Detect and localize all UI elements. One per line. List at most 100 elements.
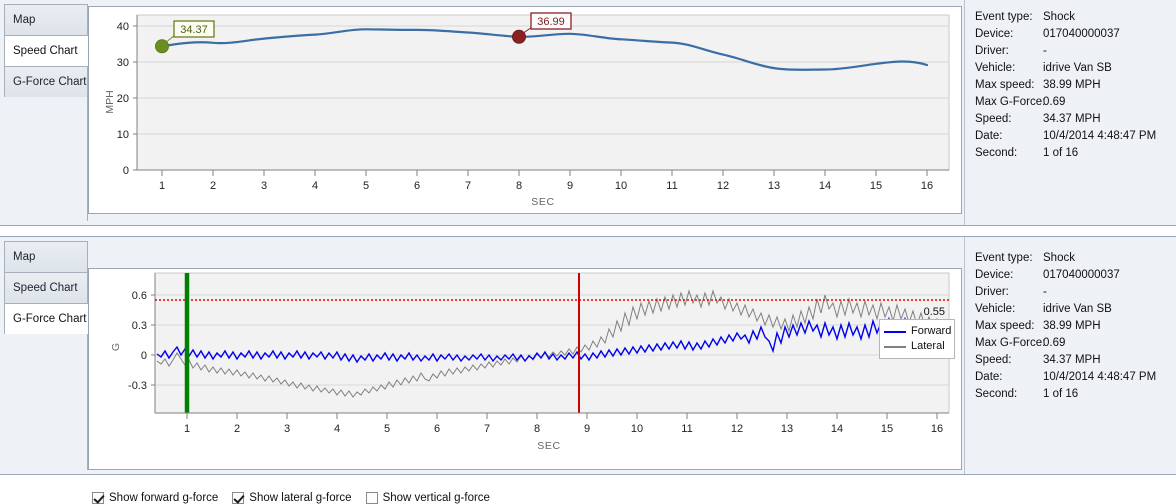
checkbox-icon[interactable] (92, 492, 104, 504)
info-label: Driver: (975, 286, 1009, 298)
svg-text:34.37: 34.37 (180, 24, 208, 36)
info-row: Device: 017040000037 (975, 267, 1176, 284)
svg-text:16: 16 (921, 180, 933, 192)
tab-rail-filler (4, 334, 88, 470)
checkbox-icon[interactable] (232, 492, 245, 504)
svg-text:7: 7 (484, 423, 490, 435)
sidebar-item-gforce-chart-top[interactable]: G-Force Chart (4, 66, 88, 97)
sidebar-item-speed-chart-bottom[interactable]: Speed Chart (4, 272, 88, 303)
info-label: Max speed: (975, 79, 1035, 91)
checkbox-show-vertical-gforce[interactable]: Show vertical g-force (365, 492, 490, 504)
info-row: Driver: - (975, 284, 1176, 301)
info-value: Shock (1043, 11, 1075, 23)
info-value: 0.69 (1043, 96, 1066, 108)
info-label: Date: (975, 130, 1003, 142)
checkbox-show-forward-gforce[interactable]: Show forward g-force (92, 492, 218, 504)
info-value: idrive Van SB (1043, 62, 1112, 74)
svg-text:14: 14 (819, 180, 831, 192)
info-label: Device: (975, 269, 1014, 281)
info-row: Vehicle: idrive Van SB (975, 301, 1176, 318)
info-value: 38.99 MPH (1043, 320, 1101, 332)
svg-text:3: 3 (284, 423, 290, 435)
svg-text:8: 8 (534, 423, 540, 435)
svg-text:5: 5 (363, 180, 369, 192)
svg-text:20: 20 (117, 93, 129, 105)
svg-text:10: 10 (631, 423, 643, 435)
info-row: Max G-Force: 0.69 (975, 94, 1176, 111)
svg-text:15: 15 (881, 423, 893, 435)
info-row: Event type: Shock (975, 250, 1176, 267)
y-axis-label: G (110, 343, 122, 351)
svg-text:10: 10 (615, 180, 627, 192)
svg-text:11: 11 (666, 180, 677, 192)
speed-chart-frame: 0 10 20 30 40 MPH (88, 6, 962, 214)
sidebar-item-map-top[interactable]: Map (4, 4, 88, 35)
tab-rail-top: Map Speed Chart G-Force Chart (4, 4, 93, 221)
svg-text:3: 3 (261, 180, 267, 192)
info-row: Second: 1 of 16 (975, 145, 1176, 162)
legend-item-lateral: Lateral (884, 339, 948, 354)
tab-label: G-Force Chart (13, 313, 87, 325)
checkbox-label: Show vertical g-force (382, 492, 490, 504)
info-row: Vehicle: idrive Van SB (975, 60, 1176, 77)
svg-text:1: 1 (159, 180, 165, 192)
svg-text:40: 40 (117, 21, 129, 33)
info-row: Driver: - (975, 43, 1176, 60)
svg-text:13: 13 (781, 423, 793, 435)
svg-text:8: 8 (516, 180, 522, 192)
sidebar-item-map-bottom[interactable]: Map (4, 241, 88, 272)
svg-text:0: 0 (141, 350, 147, 362)
info-label: Max speed: (975, 320, 1035, 332)
svg-text:11: 11 (681, 423, 692, 435)
legend-swatch-lateral (884, 345, 906, 348)
gforce-chart-plot[interactable]: 0.6 0.3 0 -0.3 G 0.55 (89, 269, 959, 467)
speed-chart-panel: Map Speed Chart G-Force Chart (0, 0, 1176, 226)
event-info-panel-bottom: Event type: Shock Device: 017040000037 Dri… (964, 237, 1176, 474)
info-value: 34.37 MPH (1043, 354, 1101, 366)
info-value: idrive Van SB (1043, 303, 1112, 315)
tab-rail-bottom: Map Speed Chart G-Force Chart (4, 241, 93, 470)
info-label: Event type: (975, 252, 1033, 264)
svg-text:7: 7 (465, 180, 471, 192)
info-label: Second: (975, 147, 1018, 159)
tab-rail-filler (4, 97, 88, 221)
info-row: Date: 10/4/2014 4:48:47 PM (975, 369, 1176, 386)
speed-chart-plot[interactable]: 0 10 20 30 40 MPH (89, 7, 959, 211)
svg-text:15: 15 (870, 180, 882, 192)
gforce-series-toggles: Show forward g-force Show lateral g-forc… (92, 492, 490, 504)
info-value: 10/4/2014 4:48:47 PM (1043, 371, 1157, 383)
speed-line-series (160, 28, 929, 71)
svg-text:0.6: 0.6 (132, 290, 147, 302)
info-rows-bottom: Event type: Shock Device: 017040000037 Dri… (965, 237, 1176, 403)
sidebar-item-speed-chart-top[interactable]: Speed Chart (4, 35, 93, 66)
info-label: Speed: (975, 354, 1012, 366)
svg-text:12: 12 (731, 423, 743, 435)
info-row: Second: 1 of 16 (975, 386, 1176, 403)
event-marker-tooltip: 36.99 (530, 12, 572, 30)
info-label: Max G-Force: (975, 96, 1046, 108)
legend-item-forward: Forward (884, 324, 951, 339)
info-row: Max speed: 38.99 MPH (975, 318, 1176, 335)
svg-text:16: 16 (931, 423, 943, 435)
svg-text:2: 2 (234, 423, 240, 435)
checkbox-label: Show forward g-force (109, 492, 219, 504)
svg-text:10: 10 (117, 129, 129, 141)
info-row: Date: 10/4/2014 4:48:47 PM (975, 128, 1176, 145)
info-value: 1 of 16 (1043, 147, 1079, 159)
info-value: 34.37 MPH (1043, 113, 1101, 125)
tab-label: Speed Chart (13, 45, 78, 57)
info-row: Speed: 34.37 MPH (975, 111, 1176, 128)
info-value: 017040000037 (1043, 269, 1120, 281)
info-row: Max G-Force: 0.69 (975, 335, 1176, 352)
checkbox-icon[interactable] (365, 492, 378, 504)
checkbox-show-lateral-gforce[interactable]: Show lateral g-force (232, 492, 352, 504)
info-label: Event type: (975, 11, 1033, 23)
forward-series (156, 316, 949, 364)
x-axis-label: SEC (537, 440, 560, 452)
event-marker[interactable] (512, 29, 526, 44)
sidebar-item-gforce-chart-bottom[interactable]: G-Force Chart (4, 303, 93, 334)
svg-text:-0.3: -0.3 (128, 380, 147, 392)
info-row: Event type: Shock (975, 9, 1176, 26)
info-label: Date: (975, 371, 1003, 383)
info-value: 38.99 MPH (1043, 79, 1101, 91)
